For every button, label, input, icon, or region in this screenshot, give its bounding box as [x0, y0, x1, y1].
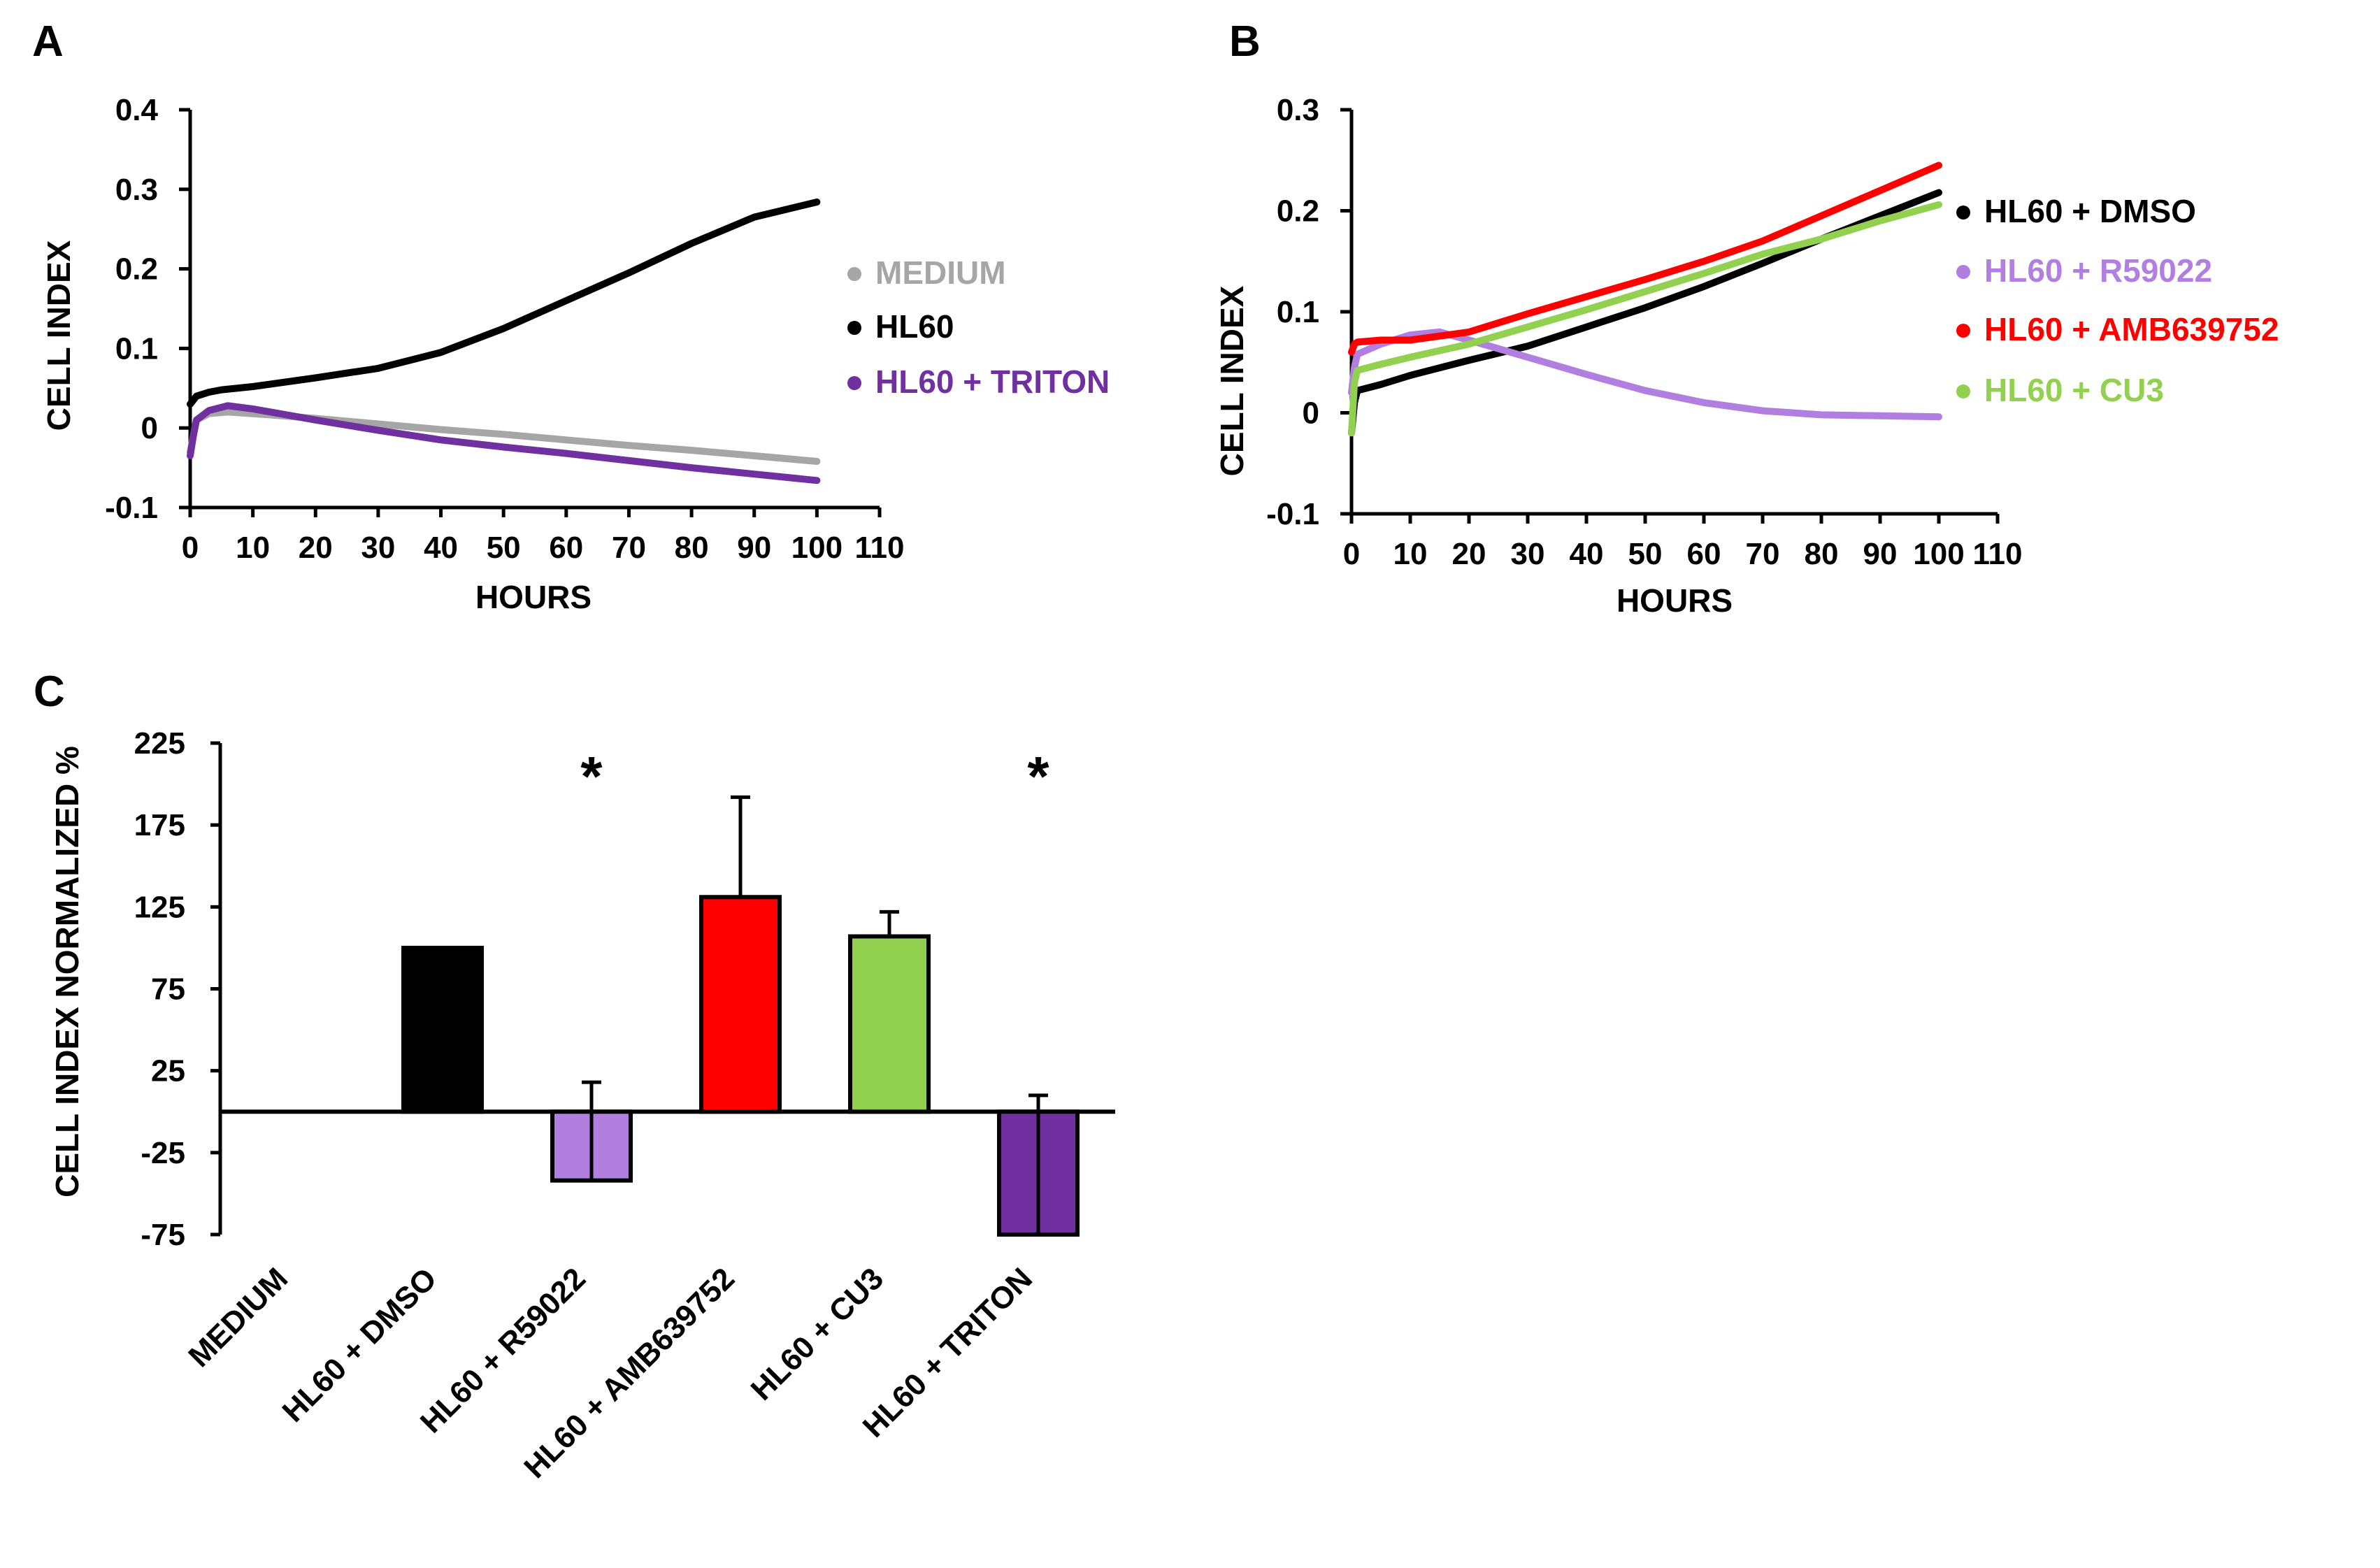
series-line — [187, 199, 821, 408]
panel-label-c: C — [34, 668, 65, 716]
y-tick-label: 0.3 — [1277, 93, 1319, 127]
category-label: MEDIUM — [182, 1261, 294, 1374]
series-line — [187, 402, 821, 484]
x-tick-label: 100 — [1913, 537, 1964, 571]
panel-label-a: A — [32, 17, 64, 66]
x-tick-label: 50 — [1628, 537, 1663, 571]
series-lines-b — [1348, 161, 1942, 437]
y-axis-title-b: CELL INDEX — [1214, 285, 1250, 476]
x-tick-label: 20 — [299, 531, 333, 565]
x-tick-label: 50 — [487, 531, 521, 565]
x-tick-label: 30 — [361, 531, 395, 565]
y-tick-label: 175 — [134, 808, 185, 842]
panel-b-line-chart: B CELL INDEX HOURS -0.1 0 0.1 0.2 0.3 0 10 20 30… — [1214, 17, 2279, 619]
y-tick-label: 0.2 — [115, 252, 158, 287]
x-tick-label: 80 — [1805, 537, 1839, 571]
significance-marker: * — [580, 745, 603, 807]
bar — [401, 945, 484, 1114]
axes-b: -0.1 0 0.1 0.2 0.3 0 10 20 30 40 50 60 70 80 90 100 110 — [1266, 93, 2022, 571]
x-tick-label: 20 — [1452, 537, 1486, 571]
legend-label: HL60 + CU3 — [1984, 372, 2164, 408]
legend-marker — [847, 267, 861, 281]
y-tick-label: 0 — [141, 411, 158, 445]
y-tick-label: 225 — [134, 726, 185, 761]
x-tick-label: 40 — [1570, 537, 1604, 571]
legend-marker — [1956, 265, 1970, 279]
x-axis-title-b: HOURS — [1616, 582, 1733, 619]
y-tick-label: 0 — [1303, 396, 1319, 431]
x-tick-label: 110 — [1973, 537, 2023, 571]
legend-label: HL60 + AMB639752 — [1984, 311, 2279, 347]
x-tick-label: 90 — [737, 531, 771, 565]
y-tick-label: -75 — [141, 1218, 185, 1252]
y-axis-title-c: CELL INDEX NORMALIZED % — [49, 746, 85, 1197]
y-tick-label: 75 — [151, 972, 185, 1007]
y-tick-label: 0.4 — [115, 93, 159, 127]
x-tick-label: 0 — [182, 531, 199, 565]
series-line — [187, 408, 821, 465]
x-tick-label: 110 — [855, 531, 905, 565]
x-tick-label: 70 — [612, 531, 646, 565]
x-tick-label: 40 — [424, 531, 458, 565]
series-line — [1348, 201, 1942, 437]
legend-label: HL60 — [875, 308, 954, 345]
category-label: HL60 + DMSO — [276, 1261, 444, 1429]
legend-b: HL60 + DMSO HL60 + R59022 HL60 + AMB639752… — [1956, 193, 2279, 408]
y-tick-label: 125 — [134, 890, 185, 924]
y-axis-title-a: CELL INDEX — [41, 240, 77, 431]
panel-a-line-chart: A CELL INDEX HOURS -0.1 0 0.1 0.2 0.3 0.4 0 10 2… — [32, 17, 1110, 615]
bar — [848, 934, 931, 1114]
x-tick-label: 10 — [1393, 537, 1428, 571]
legend-marker — [1956, 324, 1970, 338]
series-line — [1348, 161, 1942, 356]
x-tick-label: 90 — [1863, 537, 1898, 571]
legend-label: HL60 + R59022 — [1984, 252, 2212, 289]
y-tick-label: -0.1 — [105, 491, 158, 525]
series-line — [1348, 328, 1942, 421]
legend-marker — [847, 376, 861, 390]
bar — [699, 895, 782, 1114]
legend-label: HL60 + DMSO — [1984, 193, 2196, 229]
legend-marker — [847, 321, 861, 335]
legend-marker — [1956, 384, 1970, 398]
panel-c-bar-chart: C CELL INDEX NORMALIZED % -75 -25 25 75 125 1… — [34, 668, 1115, 1485]
x-tick-label: 100 — [791, 531, 843, 565]
y-tick-label: 0.1 — [1277, 295, 1319, 329]
x-tick-label: 0 — [1343, 537, 1360, 571]
y-tick-label: -25 — [141, 1136, 185, 1170]
x-tick-label: 10 — [236, 531, 270, 565]
x-tick-label: 70 — [1746, 537, 1780, 571]
panel-label-b: B — [1229, 17, 1261, 66]
x-tick-label: 60 — [1687, 537, 1721, 571]
x-axis-title-a: HOURS — [475, 579, 592, 615]
legend-marker — [1956, 206, 1970, 220]
y-tick-label: 0.1 — [115, 331, 158, 366]
legend-a: MEDIUM HL60 HL60 + TRITON — [847, 254, 1110, 400]
axes-c: -75 -25 25 75 125 175 225 — [134, 726, 1115, 1252]
y-tick-label: 0.3 — [115, 173, 158, 207]
y-tick-label: -0.1 — [1266, 497, 1319, 531]
category-label: HL60 + CU3 — [745, 1261, 890, 1407]
legend-label: HL60 + TRITON — [875, 364, 1110, 400]
legend-label: MEDIUM — [875, 254, 1006, 291]
series-lines-a — [187, 199, 821, 484]
axes-a: -0.1 0 0.1 0.2 0.3 0.4 0 10 20 30 40 50 60 70 80 90 100 1… — [105, 93, 904, 565]
significance-marker: * — [1027, 745, 1049, 807]
y-tick-label: 25 — [151, 1054, 185, 1088]
bars-c: * * — [401, 745, 1080, 1237]
x-tick-label: 30 — [1511, 537, 1545, 571]
y-tick-label: 0.2 — [1277, 194, 1319, 229]
x-tick-label: 60 — [549, 531, 583, 565]
x-tick-label: 80 — [675, 531, 709, 565]
